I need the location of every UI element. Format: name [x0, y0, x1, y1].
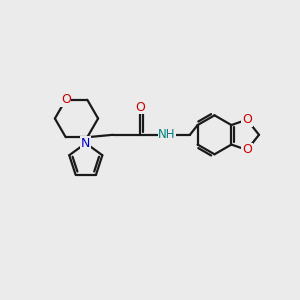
Text: O: O [135, 101, 145, 114]
Text: NH: NH [158, 128, 176, 141]
Text: O: O [61, 93, 70, 106]
Text: O: O [242, 143, 252, 157]
Text: N: N [81, 137, 91, 150]
Text: O: O [242, 113, 252, 126]
